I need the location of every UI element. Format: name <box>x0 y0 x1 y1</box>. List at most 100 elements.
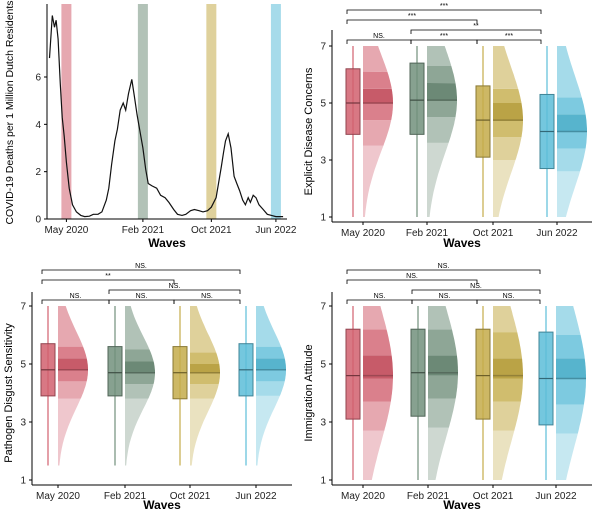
violin-band <box>557 148 586 172</box>
violin-band <box>493 401 521 431</box>
violin-band <box>427 83 457 101</box>
violin-band <box>125 306 150 350</box>
y-tick-label: 7 <box>320 42 326 53</box>
x-axis-title: Waves <box>443 498 481 512</box>
wave-band <box>270 4 281 219</box>
significance-bracket <box>41 299 110 304</box>
violin-band <box>556 335 585 359</box>
significance-bracket <box>108 299 175 304</box>
deaths-series-line <box>48 15 284 218</box>
significance-bracket <box>410 39 478 44</box>
violin-band <box>58 346 87 359</box>
violin-band <box>427 117 456 143</box>
violin-band <box>557 114 587 132</box>
y-axis-title: Pathogen Disgust Sensitivity <box>3 323 15 463</box>
violin-band <box>493 137 522 160</box>
x-tick-label: Oct 2021 <box>191 225 232 236</box>
violin-band <box>427 46 452 66</box>
violin-band <box>58 381 87 399</box>
violin-band <box>363 401 391 431</box>
panel-deaths: 0 2 4 6 May 2020 Feb 2021 Oct 2021 Jun 2022 Wave… <box>0 0 300 256</box>
x-axis-title: Waves <box>143 498 181 512</box>
violin-band <box>427 100 457 118</box>
significance-bracket <box>108 289 241 294</box>
significance-label: NS. <box>503 293 515 300</box>
y-tick-label: 0 <box>35 215 41 226</box>
violin-band <box>493 378 523 402</box>
x-tick-label: Jun 2022 <box>535 491 577 502</box>
violin-band <box>363 145 384 217</box>
violin-band <box>427 142 449 217</box>
violin-band <box>428 375 458 399</box>
violin-band <box>557 46 582 98</box>
y-axis-title: Immigration Attitude <box>303 344 315 441</box>
significance-label: *** <box>440 3 448 10</box>
violin-band <box>256 369 286 382</box>
x-tick-label: Jun 2022 <box>235 491 277 502</box>
violin-band <box>190 364 220 373</box>
significance-label: *** <box>408 13 416 20</box>
significance-label: NS. <box>470 283 482 290</box>
violin-band <box>428 355 458 376</box>
y-tick-label: 2 <box>35 167 41 178</box>
x-tick-label: May 2020 <box>36 491 80 502</box>
y-tick-label: 6 <box>35 73 41 84</box>
box-iqr <box>409 62 425 135</box>
deaths-line-chart: 0 2 4 6 May 2020 Feb 2021 Oct 2021 Jun 2022 Wave… <box>4 0 297 250</box>
significance-label: ** <box>473 23 479 30</box>
significance-label: NS. <box>374 293 386 300</box>
violin-band <box>125 384 154 399</box>
box-iqr <box>475 328 491 420</box>
violin-band <box>58 306 84 347</box>
violin-band <box>556 433 578 480</box>
significance-label: NS. <box>136 293 148 300</box>
x-tick-label: Oct 2021 <box>170 491 211 502</box>
wave-band <box>61 4 72 219</box>
significance-bracket <box>41 269 241 274</box>
significance-label: NS. <box>135 263 147 270</box>
violin-band <box>557 171 580 217</box>
violin-band <box>190 384 219 399</box>
violin-band <box>363 430 385 480</box>
y-tick-label: 7 <box>20 302 26 313</box>
y-tick-label: 1 <box>320 213 326 224</box>
significance-label: NS. <box>438 263 450 270</box>
significance-bracket <box>346 9 542 14</box>
significance-label: ** <box>105 273 111 280</box>
significance-label: NS. <box>406 273 418 280</box>
box-iqr <box>475 85 491 158</box>
violin-band <box>493 358 523 379</box>
violin-band <box>363 329 392 356</box>
violin-band <box>58 369 88 382</box>
y-tick-label: 4 <box>35 120 41 131</box>
x-tick-label: May 2020 <box>341 228 385 239</box>
y-tick-label: 1 <box>20 476 26 487</box>
y-tick-label: 3 <box>320 418 326 429</box>
violin-band <box>427 65 456 84</box>
significance-bracket <box>346 279 478 284</box>
panel-explicit-disease-concerns: 1 3 5 7 May 2020 Feb 2021 Oct 2021 Jun 2022 *** *… <box>300 0 600 256</box>
y-axis-title: COVID-19 Deaths per 1 Million Dutch Resi… <box>4 0 16 224</box>
significance-bracket <box>346 269 541 274</box>
x-tick-label: Oct 2021 <box>473 491 514 502</box>
box-iqr <box>345 68 361 135</box>
x-tick-label: Feb 2021 <box>122 225 165 236</box>
violin-band <box>493 46 519 89</box>
violin-band <box>363 355 393 379</box>
x-tick-label: May 2020 <box>341 491 385 502</box>
violin-band <box>428 329 457 356</box>
violin-band <box>256 395 280 466</box>
violin-band <box>493 103 523 121</box>
wave-band <box>206 4 217 219</box>
significance-bracket <box>346 299 413 304</box>
violin-band <box>125 372 155 385</box>
significance-bracket <box>173 299 241 304</box>
x-tick-label: Jun 2022 <box>536 228 578 239</box>
significance-label: *** <box>505 33 513 40</box>
significance-label: NS. <box>439 293 451 300</box>
violin-band <box>190 372 220 385</box>
violin-band <box>363 71 392 89</box>
y-tick-label: 1 <box>320 476 326 487</box>
violin-band <box>363 46 388 72</box>
